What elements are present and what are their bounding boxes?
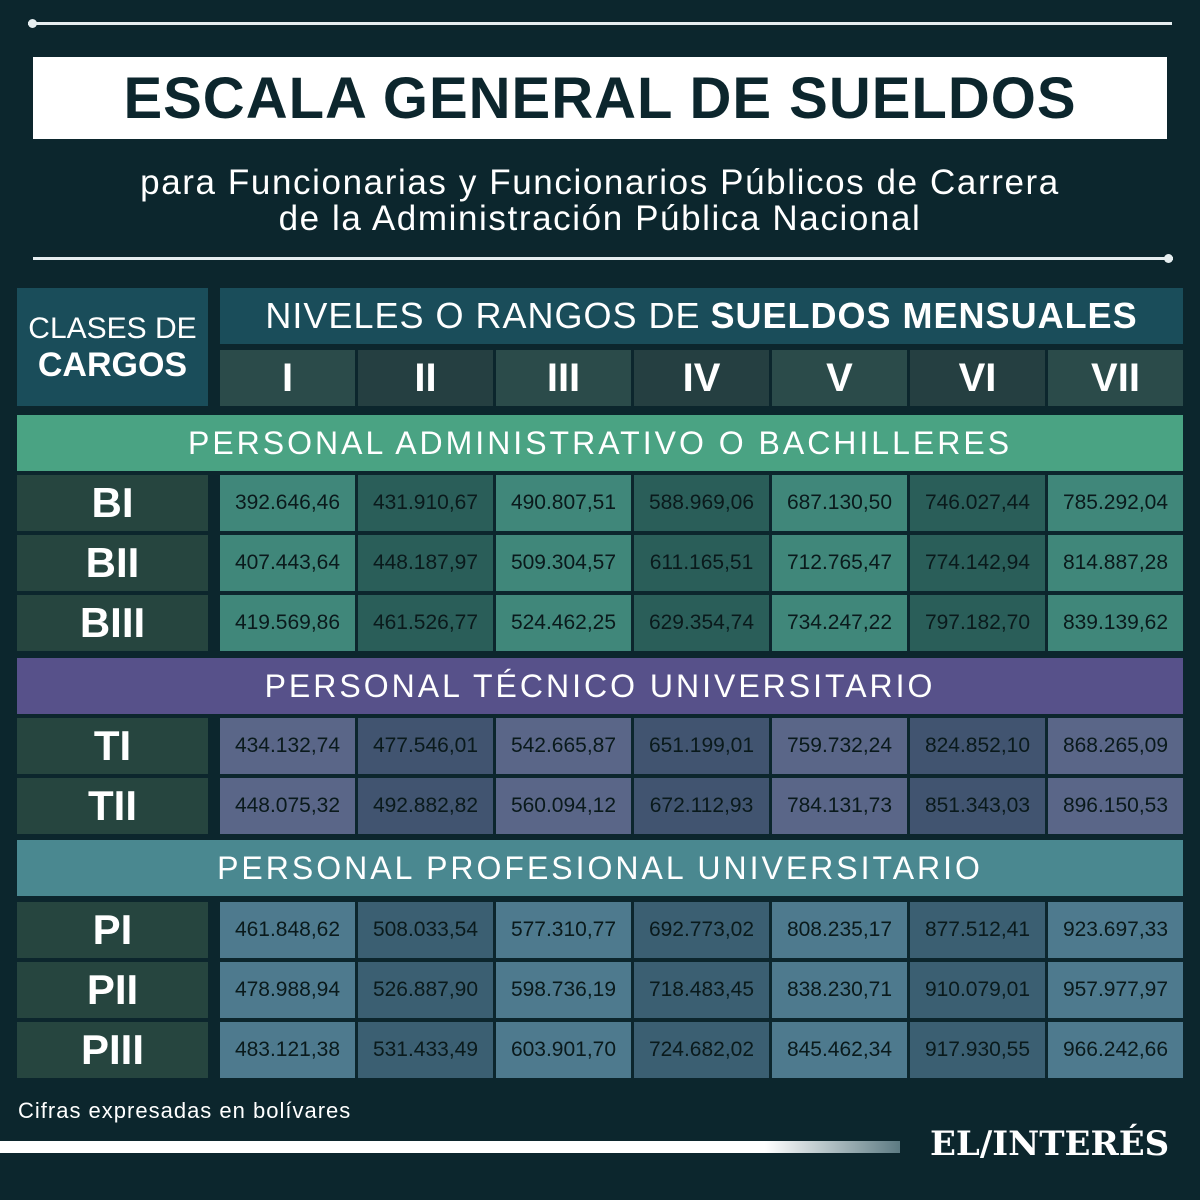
salary-cell: 785.292,04 xyxy=(1048,475,1183,531)
salary-cell: 526.887,90 xyxy=(358,962,493,1018)
salary-cell: 774.142,94 xyxy=(910,535,1045,591)
salary-cell: 434.132,74 xyxy=(220,718,355,774)
salary-cell: 603.901,70 xyxy=(496,1022,631,1078)
salary-cell: 814.887,28 xyxy=(1048,535,1183,591)
salary-cell: 629.354,74 xyxy=(634,595,769,651)
salary-cell: 560.094,12 xyxy=(496,778,631,834)
footer-bar xyxy=(0,1141,900,1153)
row-label: PIII xyxy=(17,1022,208,1078)
corner-line-1: CLASES DE xyxy=(28,312,197,345)
salary-cell: 477.546,01 xyxy=(358,718,493,774)
level-header-4: IV xyxy=(634,350,769,406)
salary-cell: 490.807,51 xyxy=(496,475,631,531)
section-header: PERSONAL PROFESIONAL UNIVERSITARIO xyxy=(17,840,1183,896)
level-header-7: VII xyxy=(1048,350,1183,406)
salary-cell: 759.732,24 xyxy=(772,718,907,774)
salary-cell: 492.882,82 xyxy=(358,778,493,834)
salary-cell: 692.773,02 xyxy=(634,902,769,958)
bottom-header-divider xyxy=(33,254,1173,263)
subtitle-line-2: de la Administración Pública Nacional xyxy=(278,199,922,238)
row-label: PI xyxy=(17,902,208,958)
niveles-header: NIVELES O RANGOS DE SUELDOS MENSUALES xyxy=(220,288,1183,344)
section-header: PERSONAL TÉCNICO UNIVERSITARIO xyxy=(17,658,1183,714)
salary-cell: 746.027,44 xyxy=(910,475,1045,531)
salary-cell: 483.121,38 xyxy=(220,1022,355,1078)
currency-note: Cifras expresadas en bolívares xyxy=(18,1098,352,1123)
salary-cell: 724.682,02 xyxy=(634,1022,769,1078)
salary-cell: 917.930,55 xyxy=(910,1022,1045,1078)
salary-cell: 542.665,87 xyxy=(496,718,631,774)
salary-cell: 531.433,49 xyxy=(358,1022,493,1078)
salary-cell: 448.075,32 xyxy=(220,778,355,834)
salary-cell: 868.265,09 xyxy=(1048,718,1183,774)
level-header-6: VI xyxy=(910,350,1045,406)
row-label: PII xyxy=(17,962,208,1018)
row-label: BIII xyxy=(17,595,208,651)
salary-cell: 672.112,93 xyxy=(634,778,769,834)
salary-cell: 808.235,17 xyxy=(772,902,907,958)
row-label: TI xyxy=(17,718,208,774)
salary-cell: 611.165,51 xyxy=(634,535,769,591)
row-label: TII xyxy=(17,778,208,834)
page-title: ESCALA GENERAL DE SUELDOS xyxy=(123,65,1077,131)
salary-cell: 407.443,64 xyxy=(220,535,355,591)
salary-cell: 923.697,33 xyxy=(1048,902,1183,958)
title-banner: ESCALA GENERAL DE SUELDOS xyxy=(33,57,1167,139)
level-header-2: II xyxy=(358,350,493,406)
niveles-bold: SUELDOS MENSUALES xyxy=(710,295,1138,336)
el-interes-logo: EL/INTERÉS xyxy=(930,1124,1170,1164)
salary-cell: 588.969,06 xyxy=(634,475,769,531)
salary-cell: 448.187,97 xyxy=(358,535,493,591)
subtitle-line-1: para Funcionarias y Funcionarios Público… xyxy=(140,163,1060,202)
salary-cell: 838.230,71 xyxy=(772,962,907,1018)
divider-dot xyxy=(1164,254,1173,263)
salary-cell: 896.150,53 xyxy=(1048,778,1183,834)
level-header-3: III xyxy=(496,350,631,406)
salary-cell: 687.130,50 xyxy=(772,475,907,531)
salary-cell: 845.462,34 xyxy=(772,1022,907,1078)
salary-cell: 419.569,86 xyxy=(220,595,355,651)
row-label: BI xyxy=(17,475,208,531)
divider-dot xyxy=(28,19,37,28)
salary-cell: 718.483,45 xyxy=(634,962,769,1018)
row-label: BII xyxy=(17,535,208,591)
salary-cell: 910.079,01 xyxy=(910,962,1045,1018)
salary-cell: 577.310,77 xyxy=(496,902,631,958)
salary-cell: 478.988,94 xyxy=(220,962,355,1018)
salary-cell: 524.462,25 xyxy=(496,595,631,651)
salary-cell: 734.247,22 xyxy=(772,595,907,651)
corner-line-2: CARGOS xyxy=(37,346,188,384)
salary-cell: 508.033,54 xyxy=(358,902,493,958)
salary-cell: 431.910,67 xyxy=(358,475,493,531)
salary-cell: 392.646,46 xyxy=(220,475,355,531)
salary-cell: 966.242,66 xyxy=(1048,1022,1183,1078)
top-divider xyxy=(28,19,1172,28)
salary-cell: 651.199,01 xyxy=(634,718,769,774)
clases-de-cargos-header: CLASES DE CARGOS xyxy=(17,288,208,406)
section-header: PERSONAL ADMINISTRATIVO O BACHILLERES xyxy=(17,415,1183,471)
niveles-prefix: NIVELES O RANGOS DE xyxy=(265,295,701,336)
salary-cell: 824.852,10 xyxy=(910,718,1045,774)
salary-cell: 598.736,19 xyxy=(496,962,631,1018)
salary-cell: 797.182,70 xyxy=(910,595,1045,651)
salary-cell: 839.139,62 xyxy=(1048,595,1183,651)
salary-cell: 461.526,77 xyxy=(358,595,493,651)
salary-cell: 712.765,47 xyxy=(772,535,907,591)
level-header-1: I xyxy=(220,350,355,406)
salary-cell: 509.304,57 xyxy=(496,535,631,591)
salary-cell: 461.848,62 xyxy=(220,902,355,958)
salary-cell: 851.343,03 xyxy=(910,778,1045,834)
salary-cell: 784.131,73 xyxy=(772,778,907,834)
salary-cell: 957.977,97 xyxy=(1048,962,1183,1018)
level-header-5: V xyxy=(772,350,907,406)
salary-cell: 877.512,41 xyxy=(910,902,1045,958)
